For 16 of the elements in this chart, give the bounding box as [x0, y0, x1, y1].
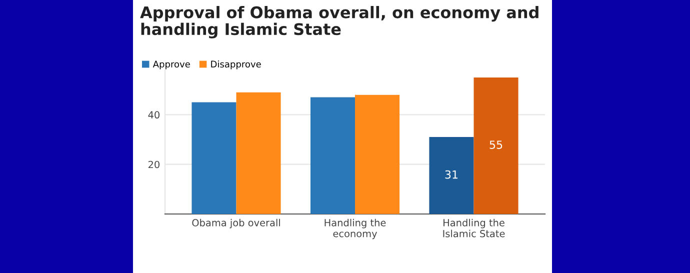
bar: [355, 94, 400, 214]
x-tick-label: Handling the Islamic State: [443, 218, 505, 238]
y-tick-label: 40: [148, 111, 160, 119]
bar: [310, 97, 355, 214]
x-tick-label: Obama job overall: [192, 218, 280, 228]
legend-label: Disapprove: [211, 60, 261, 70]
legend-label: Approve: [152, 60, 190, 70]
x-tick-label: Handling the economy: [324, 218, 386, 240]
bar: [474, 77, 518, 214]
bar: [429, 137, 474, 214]
bar: [236, 92, 281, 214]
chart-title: Approval of Obama overall, on economy and handling Islamic State: [140, 6, 538, 38]
data-label: 55: [490, 140, 502, 149]
data-label: 31: [445, 170, 458, 179]
y-tick-label: 20: [148, 160, 160, 168]
bar: [192, 102, 236, 214]
